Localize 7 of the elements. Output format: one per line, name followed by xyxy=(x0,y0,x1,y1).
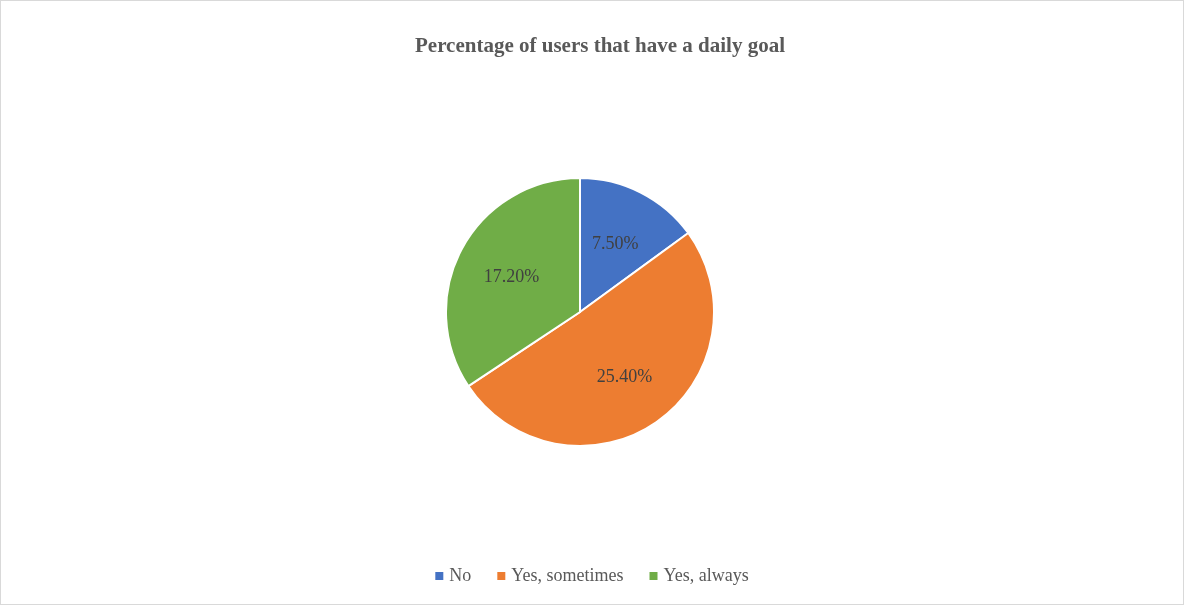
legend-label: Yes, always xyxy=(663,565,749,585)
data-label: 17.20% xyxy=(483,265,540,286)
chart-title: Percentage of users that have a daily goal xyxy=(415,33,786,57)
data-label: 7.50% xyxy=(591,233,639,254)
legend-label: Yes, sometimes xyxy=(511,565,624,585)
data-label: 25.40% xyxy=(596,366,653,387)
legend-label: No xyxy=(449,565,472,585)
